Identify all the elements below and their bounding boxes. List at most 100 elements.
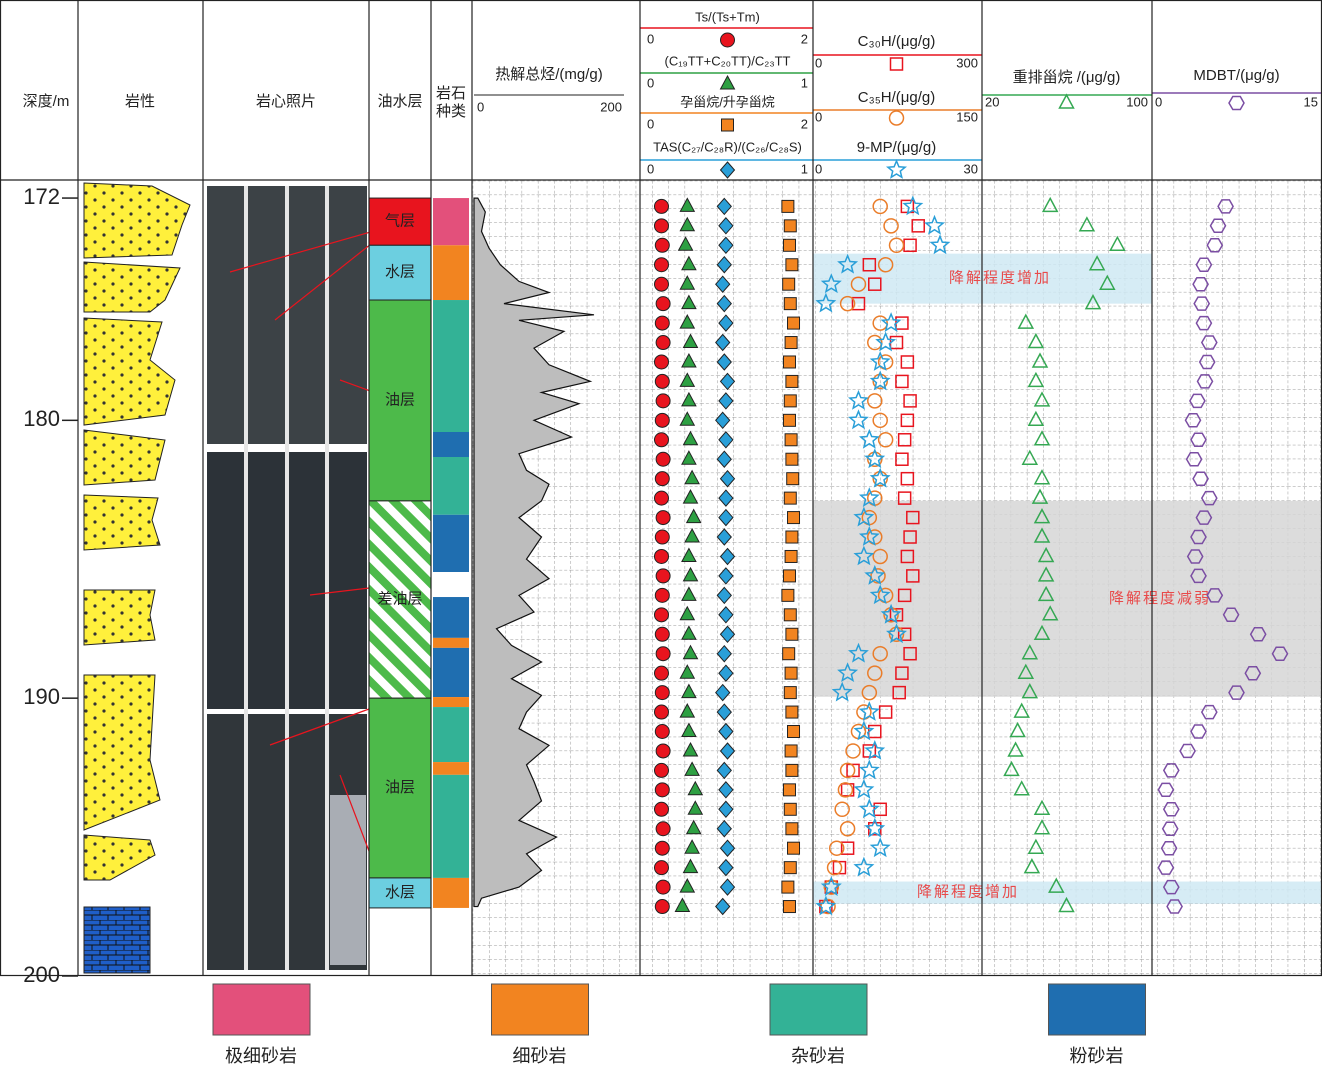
marker (655, 393, 671, 409)
legend-label: 粉砂岩 (1070, 1046, 1124, 1066)
marker (784, 666, 798, 680)
zone-label: 水层 (385, 884, 415, 901)
marker (677, 236, 694, 251)
marker (653, 276, 669, 292)
marker (681, 450, 697, 465)
marker (864, 448, 886, 469)
marker (679, 275, 696, 290)
rock-layer (433, 514, 469, 573)
marker (684, 839, 700, 854)
marker (684, 761, 700, 776)
rock-layer (433, 707, 469, 763)
series-name: MDBT/(μg/g) (1193, 67, 1279, 84)
marker (687, 780, 704, 796)
marker (1185, 451, 1203, 467)
column-title: 岩心照片 (256, 93, 316, 110)
marker (787, 725, 801, 739)
marker (685, 508, 702, 524)
marker (892, 685, 906, 700)
marker (1088, 255, 1106, 271)
marker (1190, 568, 1207, 584)
marker (718, 217, 734, 235)
marker (853, 545, 875, 566)
marker (820, 273, 842, 294)
marker (1033, 430, 1051, 446)
annotation-band (813, 500, 1322, 697)
marker (872, 373, 888, 390)
marker (681, 352, 697, 368)
marker (877, 256, 894, 273)
marker (1037, 546, 1055, 563)
marker (784, 549, 798, 563)
marker (719, 839, 736, 857)
marker (654, 782, 670, 798)
marker (786, 472, 800, 486)
marker (1217, 199, 1234, 214)
marker (653, 860, 669, 876)
marker (719, 469, 736, 488)
marker (684, 527, 700, 543)
marker (1162, 802, 1180, 817)
marker (783, 219, 797, 233)
marker (1027, 838, 1045, 854)
annotation-band (813, 881, 1322, 904)
marker (653, 432, 669, 448)
marker (1009, 721, 1026, 738)
marker (716, 197, 732, 216)
marker (1021, 644, 1039, 660)
marker (784, 744, 798, 758)
rock-layer (433, 774, 469, 878)
marker (858, 759, 880, 780)
marker (681, 391, 697, 407)
marker (721, 118, 734, 132)
depth-tick-label: 200 (23, 962, 60, 987)
marker (862, 257, 877, 272)
marker (924, 214, 945, 235)
marker (681, 255, 697, 271)
marker (655, 296, 671, 312)
marker (781, 880, 795, 894)
series-name: 9-MP/(μg/g) (857, 139, 937, 156)
marker (719, 372, 736, 391)
legend-swatch (491, 983, 589, 1036)
marker (679, 878, 696, 893)
marker (888, 110, 905, 126)
marker (1222, 607, 1240, 623)
marker (1228, 685, 1245, 700)
marker (1041, 196, 1059, 213)
marker (1048, 877, 1065, 893)
marker (888, 237, 905, 254)
marker (679, 664, 696, 679)
track-title: 热解总烃/(mg/g) (495, 66, 603, 83)
marker (895, 666, 909, 680)
marker (679, 314, 696, 329)
marker (681, 625, 697, 640)
marker (872, 470, 888, 487)
marker (715, 683, 731, 702)
marker (839, 295, 856, 312)
rock-layer (433, 457, 469, 515)
marker (784, 433, 798, 447)
rock-layer (433, 431, 469, 458)
marker (897, 627, 912, 642)
marker (679, 216, 696, 232)
marker (718, 431, 734, 449)
marker (1192, 276, 1209, 292)
marker (719, 878, 736, 896)
marker (718, 800, 734, 819)
marker (853, 720, 875, 741)
marker (839, 820, 856, 837)
marker (834, 801, 850, 818)
marker (783, 861, 797, 875)
scale-min: 0 (647, 75, 654, 90)
marker (1186, 549, 1204, 564)
marker (1041, 605, 1059, 621)
rock-layer (433, 762, 469, 775)
marker (831, 681, 853, 702)
marker (889, 57, 904, 71)
marker (1195, 257, 1213, 272)
marker (872, 548, 888, 565)
marker (787, 316, 801, 330)
marker (682, 430, 699, 446)
marker (784, 336, 798, 350)
